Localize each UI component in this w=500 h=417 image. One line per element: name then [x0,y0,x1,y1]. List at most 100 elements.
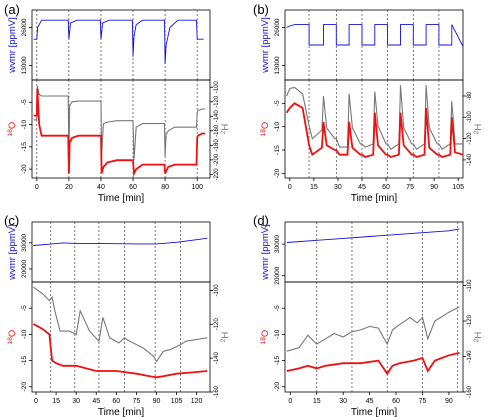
d2H-line [33,85,206,160]
x-tick-label: 30 [72,398,80,405]
x-tick-label: 45 [366,398,374,405]
bottom-y2-tick-label: -120 [214,95,220,108]
top-y-axis-label: wvmr [ppmV] [260,224,271,280]
x-tick-label: 90 [153,398,161,405]
d2H-axis-label: 2H [473,332,484,343]
bottom-y2-tick-label: -220 [214,168,220,181]
d18O-line [32,323,208,379]
d2H-axis-label: 2H [473,124,484,135]
x-tick-label: 105 [171,398,183,405]
wvmr-line [33,19,204,65]
top-y-tick-label: 13000 [274,56,281,74]
panel-label: (d) [253,213,269,228]
top-y-tick-label: 20000 [274,266,281,284]
bottom-plot-frame [284,281,464,393]
x-tick-label: 0 [288,398,292,405]
top-plot-frame [284,221,464,283]
bottom-y2-tick-label: -100 [467,111,473,124]
bottom-y2-tick-label: -120 [214,318,220,331]
panel-label: (a) [4,2,20,17]
x-tick-label: 15 [313,398,321,405]
wvmr-line [286,228,460,243]
d2H-axis-label: 2H [220,332,231,343]
top-y-tick-label: 30000 [21,233,28,251]
x-tick-label: 0 [35,184,39,191]
x-axis-label: Time [min] [98,193,145,204]
d2H-line [286,85,463,150]
x-tick-label: 20 [65,184,73,191]
x-tick-label: 60 [129,184,137,191]
d18O-axis-label: 18O [7,122,18,137]
x-tick-label: 75 [406,184,414,191]
bottom-y2-tick-label: -200 [214,153,220,166]
bottom-y-tick-label: -5 [274,100,281,106]
x-tick-label: 45 [92,398,100,405]
x-tick-label: 120 [191,398,203,405]
x-tick-label: 60 [382,184,390,191]
bottom-y-tick-label: -10 [274,122,281,132]
panel-label: (b) [253,2,269,17]
top-y-tick-label: 20000 [21,260,28,278]
x-tick-label: 90 [430,184,438,191]
x-tick-label: 75 [132,398,140,405]
bottom-y2-tick-label: -100 [467,279,473,292]
top-y-tick-label: 26000 [274,18,281,36]
x-axis-label: Time [min] [351,407,398,417]
x-axis-label: Time [min] [351,193,398,204]
bottom-y-tick-label: -20 [21,164,28,174]
d18O-line [285,102,464,158]
bottom-y2-tick-label: -100 [214,81,220,94]
bottom-y2-tick-label: -120 [467,314,473,327]
bottom-y-tick-label: -10 [21,329,28,339]
top-plot-frame [31,221,211,283]
top-y-axis-label: wvmr [ppmV] [260,17,271,73]
bottom-y2-tick-label: -180 [214,139,220,152]
bottom-y-tick-label: -10 [21,119,28,129]
d2H-line [32,286,208,363]
bottom-y-tick-label: -20 [21,382,28,392]
bottom-y-tick-label: -15 [274,145,281,155]
top-y-tick-label: 30000 [274,235,281,253]
bottom-y-tick-label: -5 [21,305,28,311]
x-tick-label: 75 [419,398,427,405]
bottom-y2-tick-label: -80 [467,91,473,100]
x-tick-label: 45 [358,184,366,191]
top-y-tick-label: 13000 [21,56,28,74]
panel-label: (c) [4,213,19,228]
x-tick-label: 0 [34,398,38,405]
d18O-line [286,351,460,376]
bottom-y-tick-label: -5 [274,305,281,311]
bottom-y2-tick-label: -140 [214,110,220,123]
x-tick-label: 90 [445,398,453,405]
x-tick-label: 30 [339,398,347,405]
d18O-line [33,88,206,177]
bottom-y2-tick-label: -140 [214,351,220,364]
bottom-y-tick-label: -20 [274,168,281,178]
x-tick-label: 0 [288,184,292,191]
wvmr-line [286,24,464,47]
bottom-y2-tick-label: -140 [467,350,473,363]
wvmr-line [33,237,208,246]
top-y-tick-label: 26000 [21,18,28,36]
bottom-y2-tick-label: -120 [467,132,473,145]
bottom-y-tick-label: -15 [21,355,28,365]
top-y-axis-label: wvmr [ppmV] [7,17,18,73]
bottom-y-tick-label: -15 [21,142,28,152]
bottom-plot-frame [31,281,211,393]
bottom-plot-frame [284,79,464,179]
top-y-axis-label: wvmr [ppmV] [7,224,18,280]
bottom-y2-tick-label: -160 [467,385,473,398]
x-tick-label: 40 [97,184,105,191]
d18O-axis-label: 18O [260,330,271,345]
bottom-y-tick-label: -10 [274,329,281,339]
bottom-y2-tick-label: -160 [214,124,220,137]
bottom-y2-tick-label: -160 [214,385,220,398]
x-tick-label: 60 [112,398,120,405]
x-tick-label: 105 [452,184,464,191]
bottom-y2-tick-label: -100 [214,284,220,297]
